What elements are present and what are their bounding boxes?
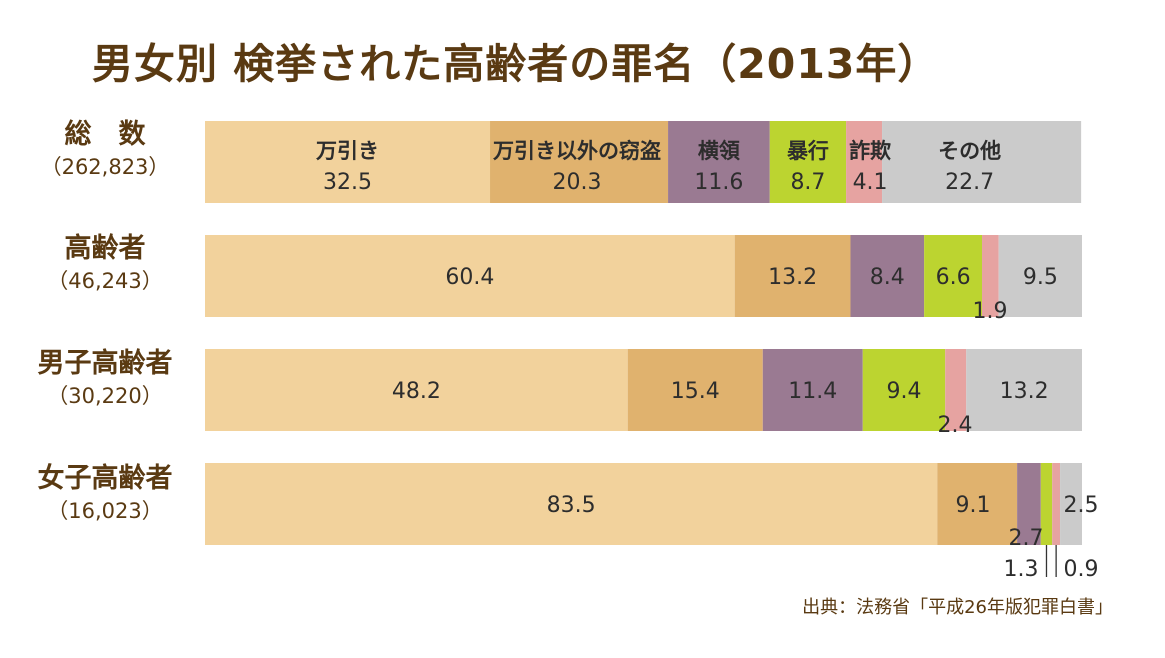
data-label: 20.3 [553,170,602,195]
data-label: 0.9 [1064,557,1099,582]
data-label: 15.4 [671,379,720,404]
bar-segment-fraud [846,121,883,203]
bar-segment-other [882,121,1082,203]
row-label-male-elderly: 男子高齢者 （30,220） [10,347,200,411]
legend-label: 横領 [698,139,741,163]
row-label-total: 総 数 （262,823） [10,118,200,182]
data-label: 32.5 [323,170,372,195]
legend-label: 詐欺 [849,139,891,163]
data-label: 2.5 [1064,493,1099,518]
bar-segment-shoplifting [205,349,628,431]
bar-segment-shoplifting [205,121,491,203]
source-note: 出典：法務省「平成26年版犯罪白書」 [802,597,1113,618]
bar-segment-fraud [1052,463,1061,545]
data-label: 13.2 [768,265,817,290]
bar-segment-other [1060,463,1082,545]
row-count: （30,220） [47,384,163,408]
bar-segment-shoplifting [205,463,938,545]
bar-segment-embezzlement [668,121,770,203]
row-count: （262,823） [40,155,170,179]
bar-segment-other [966,349,1082,431]
bar-segment-fraud [982,235,999,317]
bar-segment-other-theft [734,235,851,317]
legend-label: その他 [938,139,1001,163]
data-label: 13.2 [1000,379,1049,404]
bar-segment-embezzlement [762,349,863,431]
legend-label: 暴行 [787,139,829,163]
legend-label: 万引き [315,139,379,163]
bar-segment-other [998,235,1082,317]
data-label: 60.4 [445,265,494,290]
row-count: （46,243） [47,269,163,293]
row-name: 高齢者 [64,233,146,264]
data-label: 2.4 [938,413,973,438]
bar-segment-shoplifting [205,235,735,317]
data-label: 8.4 [870,265,905,290]
row-name: 男子高齢者 [37,348,173,379]
bar-segment-assault [862,349,946,431]
data-label: 4.1 [853,170,888,195]
data-label: 9.4 [886,379,921,404]
bar-segment-embezzlement [850,235,925,317]
data-label: 9.1 [956,493,991,518]
row-name: 女子高齢者 [37,463,173,494]
data-label: 1.3 [1004,557,1039,582]
legend-label: 万引き以外の窃盗 [492,139,661,163]
row-count: （16,023） [47,499,163,523]
bar-segment-assault [924,235,983,317]
bar-segment-other-theft [937,463,1018,545]
bar-segment-embezzlement [1017,463,1041,545]
chart-title: 男女別 検挙された高齢者の罪名（2013年） [92,40,940,88]
row-label-elderly: 高齢者 （46,243） [10,232,200,296]
row-label-female-elderly: 女子高齢者 （16,023） [10,462,200,526]
data-label: 2.7 [1009,526,1044,551]
data-label: 8.7 [790,170,825,195]
row-name: 総 数 [64,119,146,150]
data-label: 1.9 [973,299,1008,324]
data-label: 11.4 [788,379,837,404]
data-label: 9.5 [1023,265,1058,290]
data-label: 11.6 [694,170,743,195]
bar-segment-fraud [945,349,967,431]
data-label: 83.5 [547,493,596,518]
bar-segment-assault [769,121,847,203]
bar-segment-other-theft [490,121,669,203]
bar-segment-other-theft [627,349,763,431]
data-label: 48.2 [392,379,441,404]
bar-segment-assault [1040,463,1053,545]
data-label: 6.6 [936,265,971,290]
data-label: 22.7 [945,170,994,195]
